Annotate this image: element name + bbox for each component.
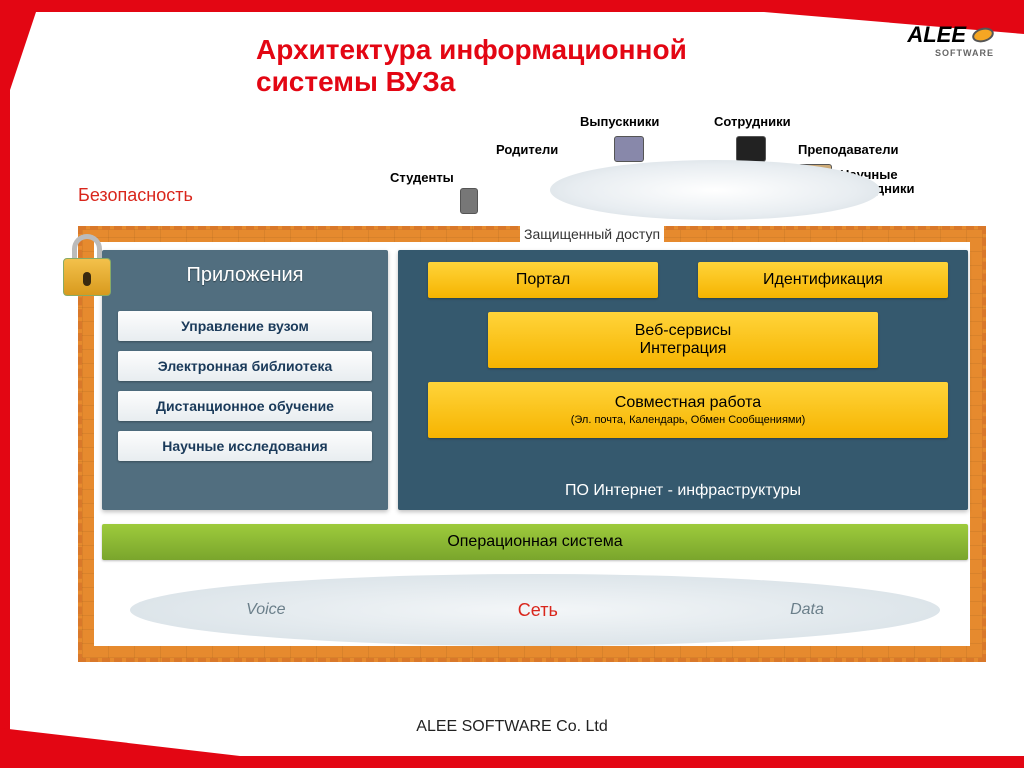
user-teachers: Преподаватели	[798, 142, 899, 157]
logo: ALEE SOFTWARE	[907, 22, 994, 58]
box-collaboration: Совместная работа (Эл. почта, Календарь,…	[428, 382, 948, 438]
box-portal: Портал	[428, 262, 658, 298]
secure-access-label: Защищенный доступ	[520, 226, 664, 242]
device-icon	[460, 188, 478, 214]
security-label: Безопасность	[78, 185, 193, 206]
app-item: Управление вузом	[118, 311, 372, 341]
logo-subtext: SOFTWARE	[907, 48, 994, 58]
network-voice: Voice	[246, 601, 285, 619]
app-item: Научные исследования	[118, 431, 372, 461]
access-cloud-icon	[550, 160, 880, 220]
footer: ALEE SOFTWARE Co. Ltd	[0, 718, 1024, 736]
logo-text: ALEE	[907, 22, 966, 48]
network-data: Data	[790, 601, 824, 619]
box-identification: Идентификация	[698, 262, 948, 298]
device-icon	[614, 136, 644, 162]
network-label: Сеть	[518, 600, 558, 621]
device-icon	[736, 136, 766, 162]
app-item: Электронная библиотека	[118, 351, 372, 381]
lock-icon	[58, 234, 116, 296]
user-staff: Сотрудники	[714, 114, 791, 129]
logo-icon	[971, 25, 996, 44]
page-title: Архитектура информационной системы ВУЗа	[256, 34, 816, 98]
applications-title: Приложения	[102, 250, 388, 301]
user-students: Студенты	[390, 170, 454, 185]
applications-panel: Приложения Управление вузом Электронная …	[102, 250, 388, 510]
os-bar: Операционная система	[102, 524, 968, 560]
infrastructure-label: ПО Интернет - инфраструктуры	[398, 482, 968, 500]
box-webservices: Веб-сервисы Интеграция	[488, 312, 878, 368]
infrastructure-panel: Портал Идентификация Веб-сервисы Интегра…	[398, 250, 968, 510]
user-graduates: Выпускники	[580, 114, 659, 129]
network-cloud: Voice Сеть Data	[130, 574, 940, 646]
user-parents: Родители	[496, 142, 558, 157]
app-item: Дистанционное обучение	[118, 391, 372, 421]
